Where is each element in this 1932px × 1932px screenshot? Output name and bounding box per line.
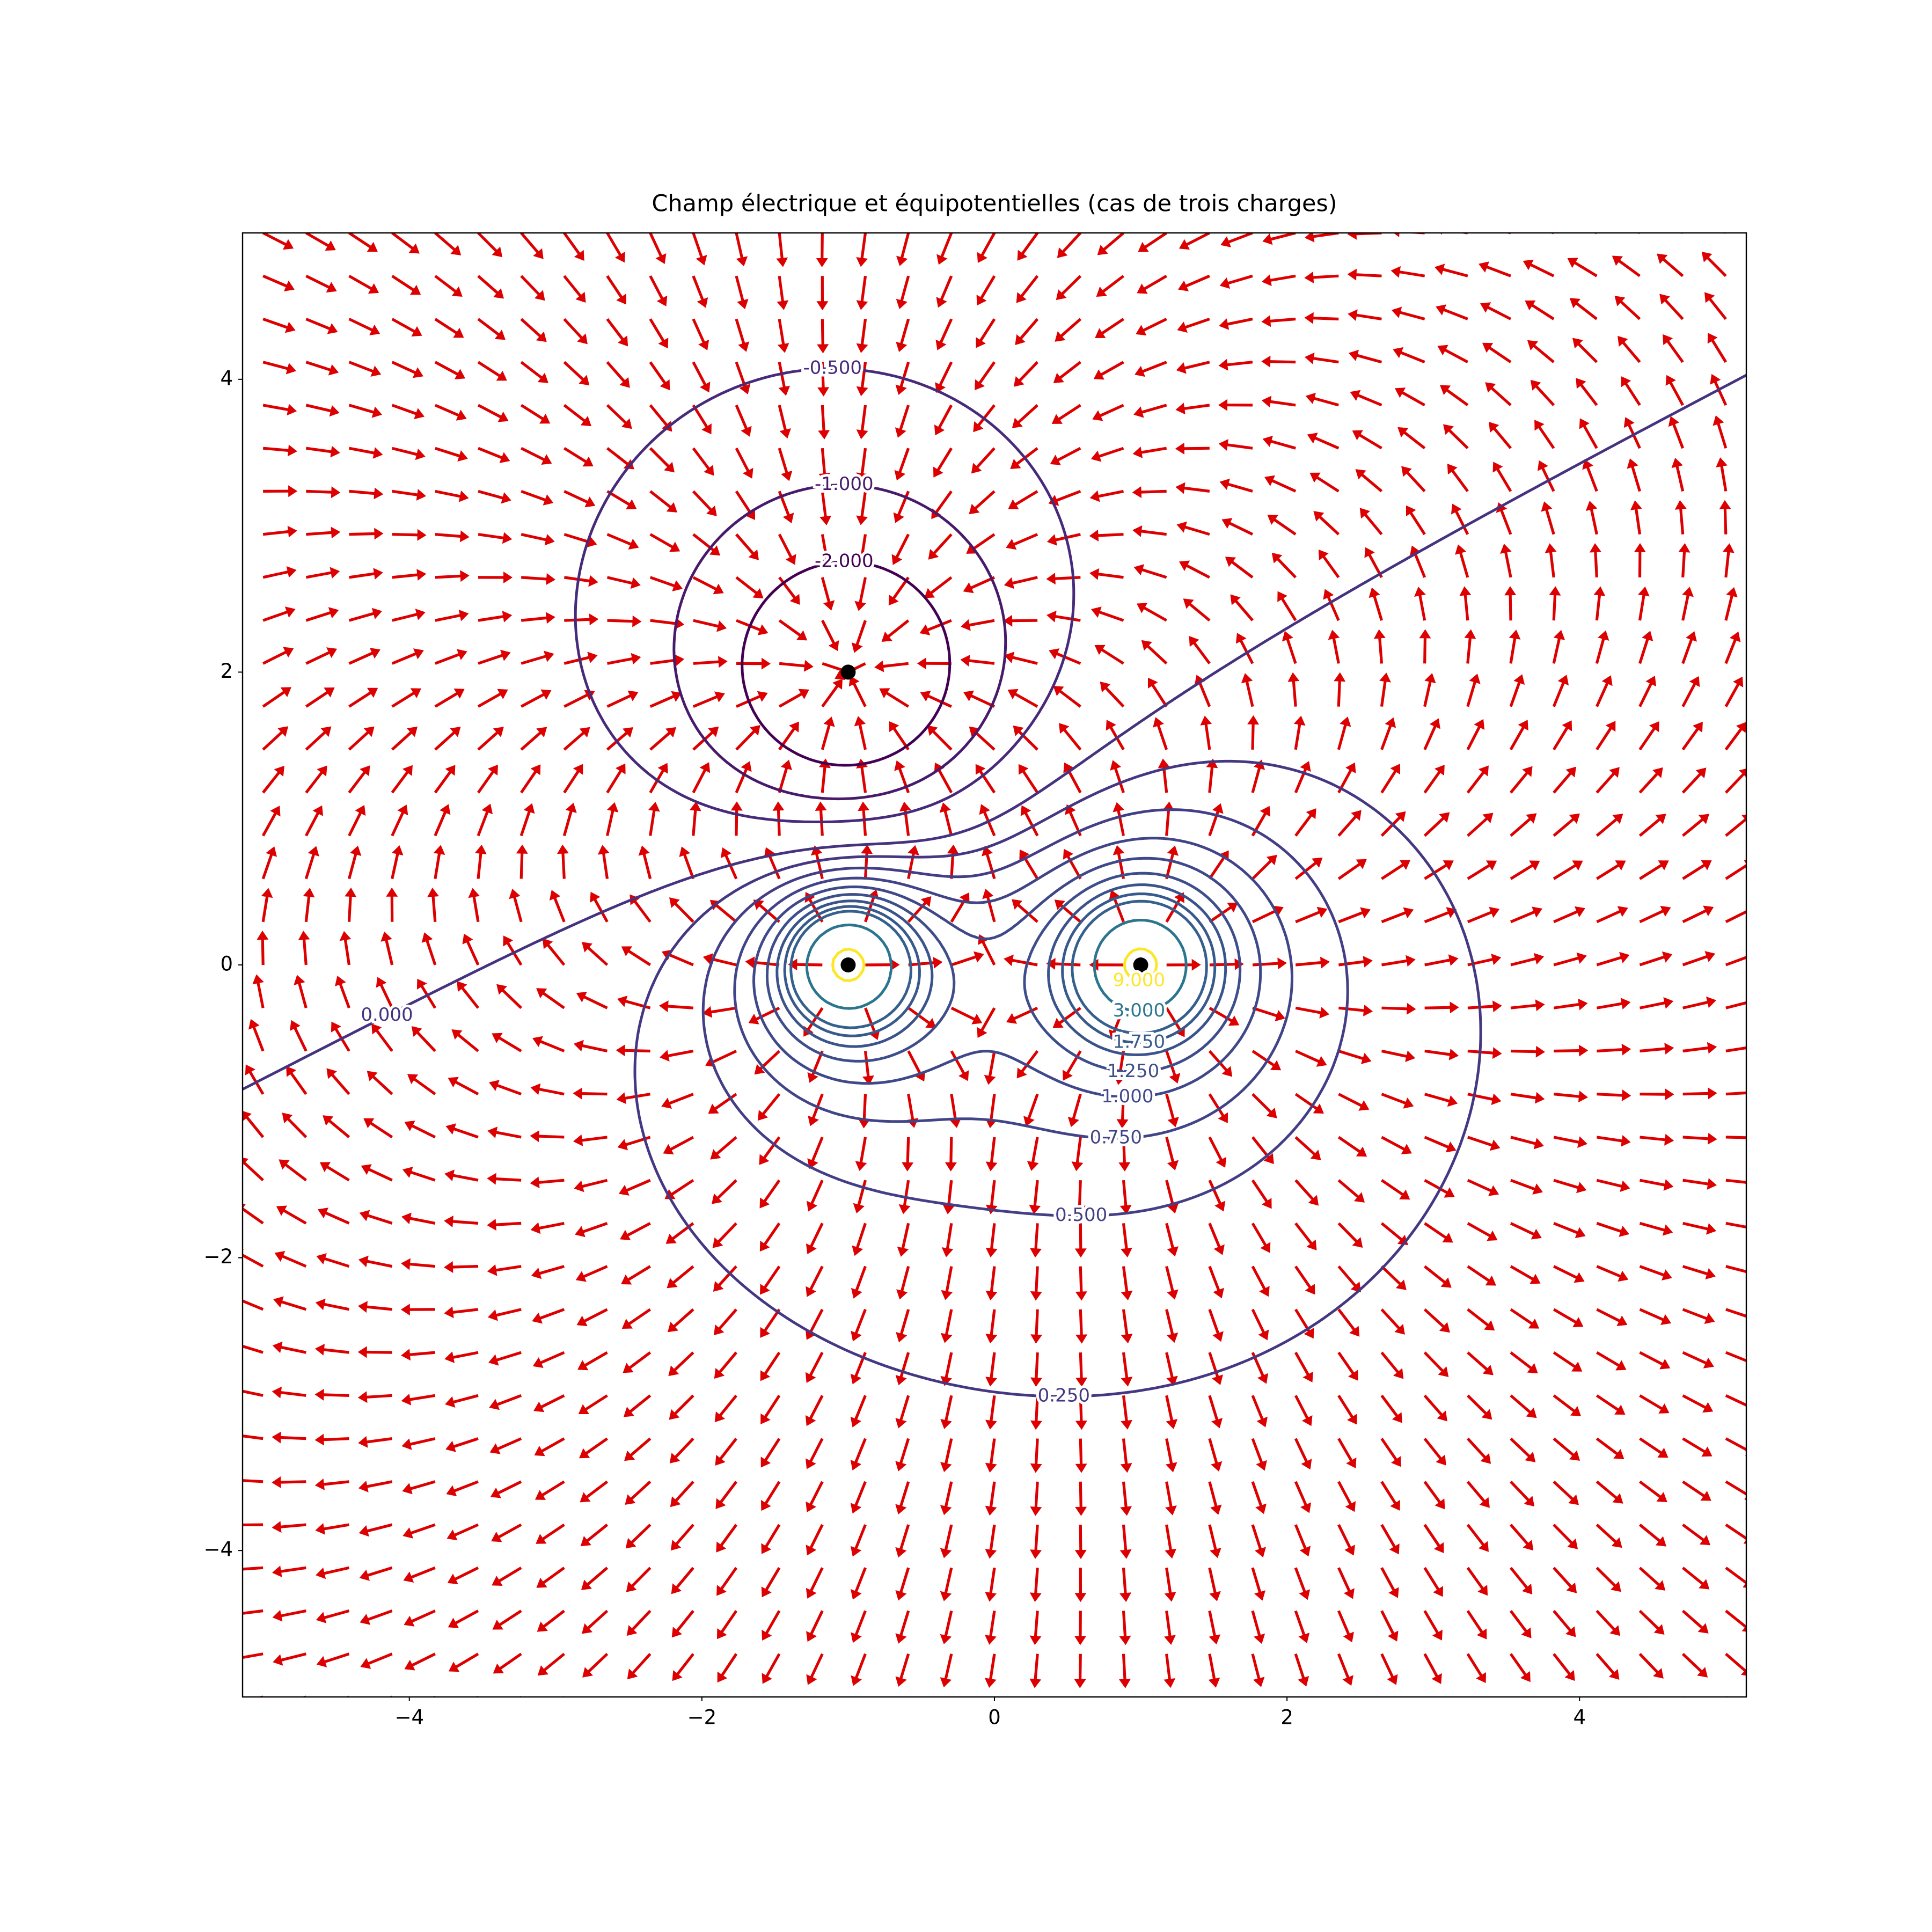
y-tick-label: −2 — [203, 1245, 233, 1268]
contour-line — [831, 947, 1158, 983]
contour-label: 1.750 — [1113, 1031, 1165, 1052]
contour-line — [775, 883, 1227, 1056]
chart-title: Champ électrique et équipotentielles (ca… — [652, 191, 1337, 217]
contour-label: 0.000 — [361, 1004, 413, 1026]
field-arrows — [243, 233, 1746, 1697]
y-tick-label: 4 — [220, 367, 233, 390]
charge — [840, 957, 856, 972]
contour-label: 0.250 — [1038, 1385, 1090, 1407]
contour-line — [701, 808, 1349, 1218]
contour-line — [789, 899, 1208, 1035]
x-tick-label: 2 — [1280, 1706, 1293, 1729]
contour-line — [633, 759, 1482, 1398]
charge — [1133, 957, 1148, 972]
x-tick-label: −2 — [687, 1706, 717, 1729]
charge — [840, 664, 856, 680]
contour-label: 1.250 — [1107, 1060, 1159, 1082]
contour-label: 1.000 — [1101, 1086, 1153, 1107]
contour-line — [765, 872, 1242, 1073]
x-tick-label: 4 — [1573, 1706, 1586, 1729]
contour-label: 3.000 — [1113, 1000, 1165, 1021]
contour-label: -2.000 — [815, 550, 874, 572]
contour-label: -0.500 — [803, 357, 862, 378]
contour-label: 0.500 — [1055, 1204, 1107, 1226]
x-tick-label: 0 — [988, 1706, 1001, 1729]
contour-label: 0.750 — [1090, 1127, 1142, 1148]
y-tick-label: −4 — [203, 1538, 233, 1561]
contour-line — [783, 892, 1217, 1044]
contour-label: -1.000 — [815, 473, 874, 495]
contour-line — [741, 560, 952, 767]
x-tick-label: −4 — [394, 1706, 424, 1729]
y-tick-label: 2 — [220, 660, 233, 683]
contour-line — [574, 367, 1075, 823]
contour-line — [752, 857, 1262, 1099]
contour-line — [672, 484, 1007, 801]
contour-line — [805, 919, 1188, 1013]
contour-line — [733, 837, 1293, 1140]
contour-label: 9.000 — [1113, 970, 1165, 991]
y-tick-label: 0 — [220, 953, 233, 976]
